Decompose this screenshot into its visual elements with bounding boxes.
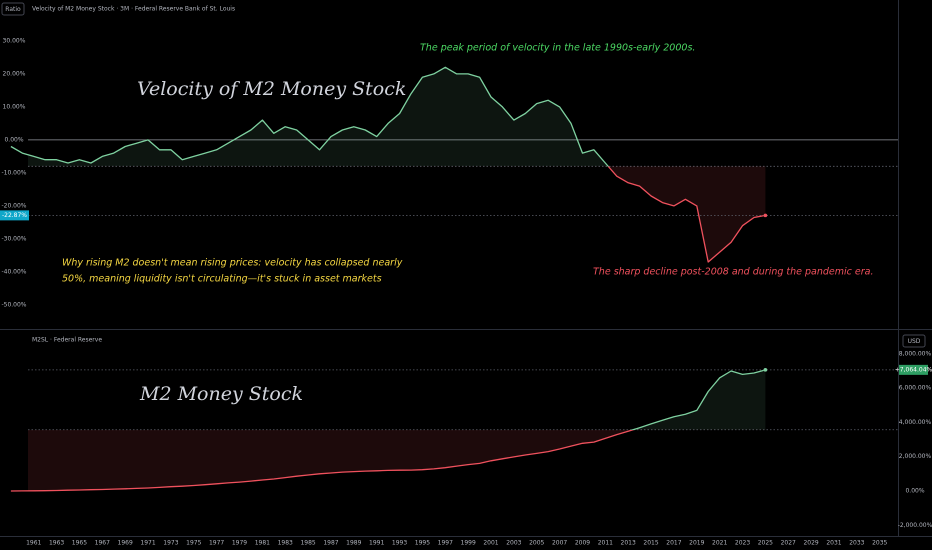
x-tick-label: 2029 — [803, 540, 818, 547]
x-tick-label: 1991 — [369, 540, 384, 547]
x-tick-label: 1997 — [438, 540, 453, 547]
series-line — [10, 66, 766, 263]
x-tick-label: 1979 — [232, 540, 247, 547]
x-tick-label: 2009 — [575, 540, 590, 547]
x-tick-label: 1973 — [163, 540, 178, 547]
y-tick-label: 0.00% — [4, 136, 23, 143]
y-tick-label: -10.00% — [1, 169, 26, 176]
area-up — [28, 369, 766, 430]
x-tick-label: 1965 — [72, 540, 87, 547]
y-tick-label: -2,000.00% — [898, 522, 932, 529]
x-tick-label: 1967 — [95, 540, 110, 547]
annotation: The peak period of velocity in the late … — [420, 43, 695, 54]
x-tick-label: 2013 — [621, 540, 636, 547]
last-point — [763, 368, 768, 372]
scale-button[interactable] — [1, 2, 25, 16]
x-tick-label: 2027 — [781, 540, 796, 547]
last-value-label: -22.87% — [2, 212, 27, 219]
last-point — [763, 213, 768, 218]
annotation: Why rising M2 doesn't mean rising prices… — [62, 258, 403, 269]
y-tick-label: 4,000.00% — [899, 419, 932, 426]
x-tick-label: 2033 — [849, 540, 864, 547]
y-tick-label: 0.00% — [905, 487, 924, 494]
series-label: M2 Money Stock — [139, 383, 303, 405]
x-tick-label: 1999 — [461, 540, 476, 547]
x-tick-label: 1983 — [278, 540, 293, 547]
area-down — [28, 429, 634, 491]
y-tick-label: 10.00% — [3, 103, 26, 110]
x-tick-label: 2023 — [735, 540, 750, 547]
x-tick-label: 1985 — [300, 540, 315, 547]
series-label: Velocity of M2 Money Stock — [137, 78, 406, 100]
last-value-label: +7,064.04% — [895, 366, 932, 373]
x-tick-label: 2015 — [643, 540, 658, 547]
y-tick-label: -30.00% — [1, 235, 26, 242]
x-tick-label: 2019 — [689, 540, 704, 547]
x-tick-label: 2031 — [826, 540, 841, 547]
x-tick-label: 1989 — [346, 540, 361, 547]
x-tick-label: 2025 — [758, 540, 773, 547]
x-tick-label: 2001 — [483, 540, 498, 547]
y-tick-label: 6,000.00% — [899, 385, 932, 392]
x-tick-label: 1995 — [415, 540, 430, 547]
x-tick-label: 2017 — [666, 540, 681, 547]
x-tick-label: 1969 — [118, 540, 133, 547]
currency-button[interactable] — [902, 334, 926, 348]
x-tick-label: 2011 — [598, 540, 613, 547]
scale-button-label[interactable]: Ratio — [5, 6, 21, 13]
x-tick-label: 1993 — [392, 540, 407, 547]
x-tick-label: 1977 — [209, 540, 224, 547]
area-down — [28, 166, 766, 262]
last-value-badge — [899, 364, 928, 375]
area-up — [28, 67, 609, 167]
x-tick-label: 1987 — [323, 540, 338, 547]
pane-legend: Velocity of M2 Money Stock · 3M · Federa… — [32, 6, 235, 13]
y-tick-label: -50.00% — [1, 301, 26, 308]
annotation: The sharp decline post-2008 and during t… — [593, 267, 874, 278]
currency-button-label[interactable]: USD — [908, 338, 921, 345]
annotation: 50%, meaning liquidity isn't circulating… — [62, 274, 382, 285]
y-tick-label: -20.00% — [1, 202, 26, 209]
x-tick-label: 2007 — [552, 540, 567, 547]
last-value-badge — [0, 210, 29, 221]
y-tick-label: 2,000.00% — [899, 453, 932, 460]
x-tick-label: 1975 — [186, 540, 201, 547]
series-line — [10, 369, 766, 492]
x-tick-label: 1963 — [49, 540, 64, 547]
x-tick-label: 1961 — [26, 540, 41, 547]
x-tick-label: 2005 — [529, 540, 544, 547]
x-tick-label: 1971 — [140, 540, 155, 547]
x-tick-label: 2035 — [872, 540, 887, 547]
x-tick-label: 2003 — [506, 540, 521, 547]
y-tick-label: -40.00% — [1, 268, 26, 275]
x-tick-label: 2021 — [712, 540, 727, 547]
pane-legend: M2SL · Federal Reserve — [32, 337, 102, 344]
y-tick-label: 30.00% — [3, 37, 26, 44]
y-tick-label: 20.00% — [3, 70, 26, 77]
y-tick-label: 8,000.00% — [899, 350, 932, 357]
x-tick-label: 1981 — [255, 540, 270, 547]
